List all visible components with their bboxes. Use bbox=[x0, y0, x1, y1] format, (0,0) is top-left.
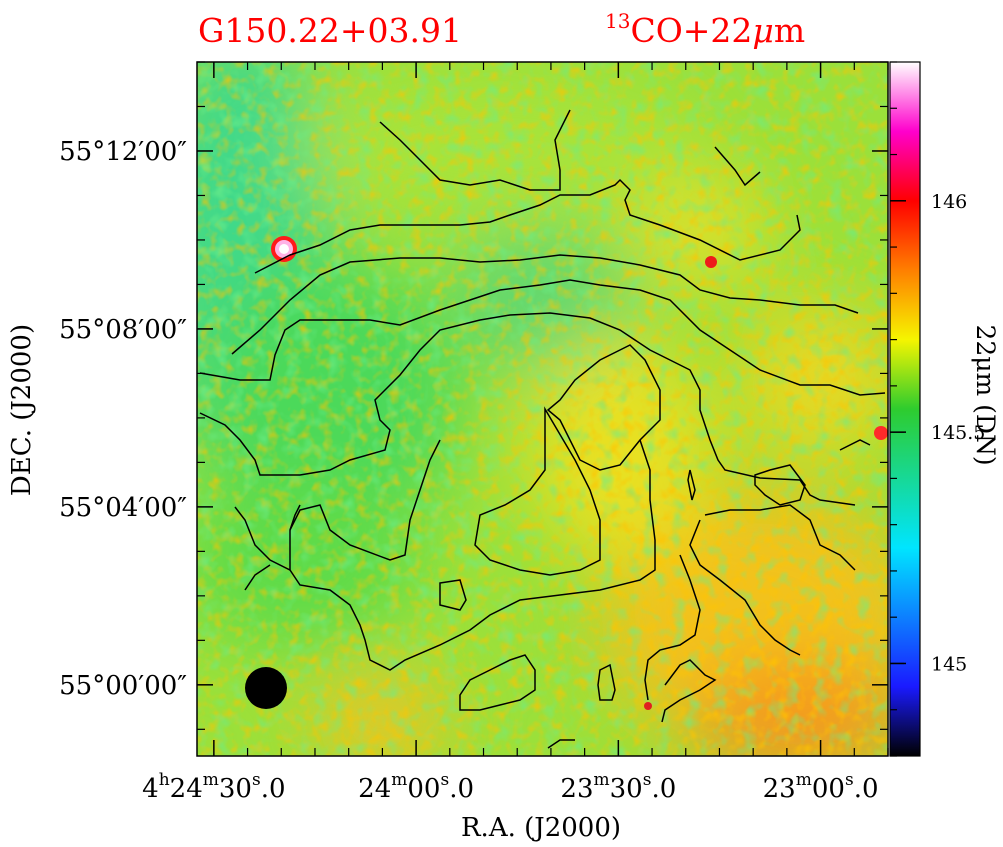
y-tick-label: 55°04′00″ bbox=[59, 493, 187, 523]
colorbar-label: 22μm (DN) bbox=[971, 324, 1000, 465]
contour-line bbox=[379, 109, 571, 191]
title-main: CO+22 bbox=[630, 11, 752, 50]
beam-circle bbox=[245, 667, 287, 709]
colorbar-tick-label: 146 bbox=[931, 191, 967, 213]
contour-line bbox=[254, 178, 801, 274]
x-tick-label: 24m00s.0 bbox=[358, 770, 474, 804]
x-tick-label: 4h24m30s.0 bbox=[142, 770, 285, 804]
title-mu: μ bbox=[752, 11, 773, 50]
contour-line bbox=[231, 254, 859, 355]
colorbar: 146 145.5 145 22μm (DN) bbox=[889, 61, 1000, 757]
contour-line bbox=[244, 564, 271, 591]
contour-line bbox=[689, 519, 801, 656]
y-axis-label: DEC. (J2000) bbox=[7, 324, 37, 496]
contour-line bbox=[687, 469, 696, 501]
contour-line bbox=[644, 554, 701, 701]
contour-line bbox=[754, 464, 806, 506]
contour-line bbox=[289, 439, 441, 561]
title-unit: m bbox=[774, 11, 805, 50]
contour-line bbox=[459, 654, 536, 711]
contour-line bbox=[839, 439, 871, 451]
plot-frame bbox=[196, 61, 889, 757]
title-superscript: 13 bbox=[605, 9, 630, 33]
contour-line bbox=[289, 439, 656, 671]
contour-line bbox=[234, 504, 301, 572]
colorbar-gradient bbox=[889, 61, 921, 757]
colorbar-tick-label: 145.5 bbox=[931, 422, 985, 444]
x-tick-label: 23m00s.0 bbox=[763, 770, 879, 804]
colorbar-ticks: 146 145.5 145 bbox=[890, 61, 985, 757]
axes: 4h24m30s.0 24m00s.0 23m30s.0 23m00s.0 55°12′… bbox=[59, 61, 889, 804]
contour-line bbox=[546, 344, 661, 471]
contour-line bbox=[661, 659, 717, 723]
contour-line bbox=[474, 406, 601, 576]
contour-line bbox=[199, 279, 886, 396]
colorbar-tick-label: 145 bbox=[931, 653, 967, 675]
contours bbox=[199, 109, 886, 749]
y-tick-label: 55°12′00″ bbox=[59, 137, 187, 167]
contour-line bbox=[547, 739, 575, 749]
chart-title-left: G150.22+03.91 bbox=[198, 11, 462, 50]
chart-title-right: 13CO+22μm bbox=[605, 9, 805, 50]
heatmap-image bbox=[197, 62, 888, 756]
contour-line bbox=[704, 504, 856, 571]
contour-line bbox=[597, 663, 616, 701]
x-tick-label: 23m30s.0 bbox=[560, 770, 676, 804]
y-tick-label: 55°00′00″ bbox=[59, 671, 187, 701]
x-axis-label: R.A. (J2000) bbox=[461, 813, 621, 843]
contour-line bbox=[714, 146, 761, 187]
contour-line bbox=[199, 312, 856, 506]
y-tick-label: 55°08′00″ bbox=[59, 315, 187, 345]
contour-line bbox=[439, 579, 467, 611]
point-sources bbox=[271, 236, 888, 710]
